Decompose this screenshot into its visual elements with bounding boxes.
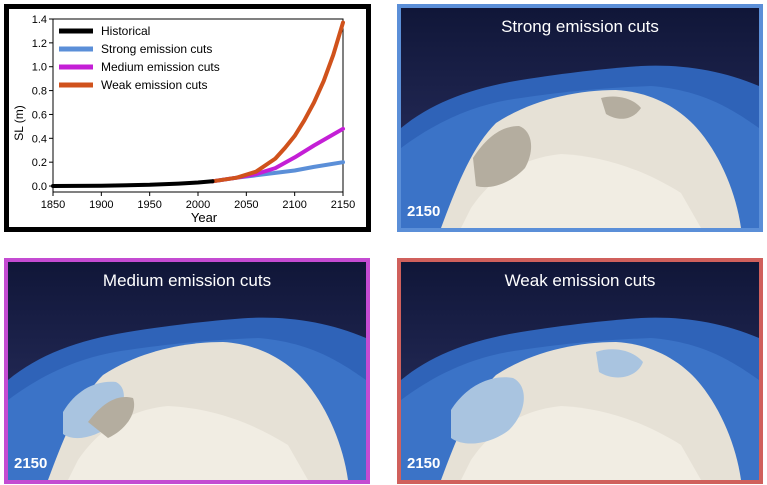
y-axis-label: SL (m) — [12, 105, 26, 141]
y-tick-label: 0.8 — [32, 86, 47, 98]
chart-ticks: 1850 1900 1950 2000 2050 2100 2150 0.0 0.2 0.4 0.6… — [32, 14, 356, 211]
medium-emission-cuts-panel: Medium emission cuts 2150 — [4, 258, 370, 484]
x-tick-label: 2100 — [282, 199, 306, 211]
strong-emission-cuts-panel: Strong emission cuts 2150 — [397, 4, 763, 232]
x-tick-label: 2150 — [331, 199, 355, 211]
series-line-historical — [51, 179, 215, 188]
chart-legend: Historical Strong emission cuts Medium emi… — [59, 24, 220, 92]
y-tick-label: 0.2 — [32, 157, 47, 169]
legend-label: Strong emission cuts — [101, 42, 212, 56]
ice-sheet-scene-weak — [401, 262, 759, 480]
panel-year-label: 2150 — [407, 455, 441, 472]
legend-label: Historical — [101, 24, 150, 38]
sea-level-chart-panel: 1850 1900 1950 2000 2050 2100 2150 0.0 0.2 0.4 0.6… — [4, 4, 371, 232]
x-tick-label: 2000 — [186, 199, 210, 211]
panel-title: Weak emission cuts — [504, 271, 656, 290]
ice-sheet-scene-medium — [8, 262, 366, 480]
y-tick-label: 0.4 — [32, 133, 47, 145]
x-tick-label: 1900 — [89, 199, 113, 211]
weak-emission-cuts-panel: Weak emission cuts 2150 — [397, 258, 763, 484]
x-tick-label: 2050 — [234, 199, 258, 211]
y-tick-label: 1.0 — [32, 62, 47, 74]
x-tick-label: 1950 — [137, 199, 161, 211]
y-tick-label: 0.0 — [32, 181, 47, 193]
y-tick-label: 1.4 — [32, 14, 47, 26]
y-tick-label: 1.2 — [32, 38, 47, 50]
legend-label: Weak emission cuts — [101, 78, 207, 92]
series-line-weak-emission-cuts — [210, 20, 345, 184]
y-tick-label: 0.6 — [32, 109, 47, 121]
ice-sheet-scene-strong — [401, 8, 759, 228]
legend-label: Medium emission cuts — [101, 60, 220, 74]
x-tick-label: 1850 — [41, 199, 65, 211]
panel-title: Strong emission cuts — [501, 17, 659, 36]
sea-level-chart: 1850 1900 1950 2000 2050 2100 2150 0.0 0.2 0.4 0.6… — [12, 14, 356, 225]
panel-year-label: 2150 — [407, 203, 441, 220]
chart-series — [51, 20, 345, 188]
x-axis-label: Year — [191, 210, 218, 225]
panel-title: Medium emission cuts — [102, 271, 272, 290]
panel-year-label: 2150 — [14, 455, 48, 472]
